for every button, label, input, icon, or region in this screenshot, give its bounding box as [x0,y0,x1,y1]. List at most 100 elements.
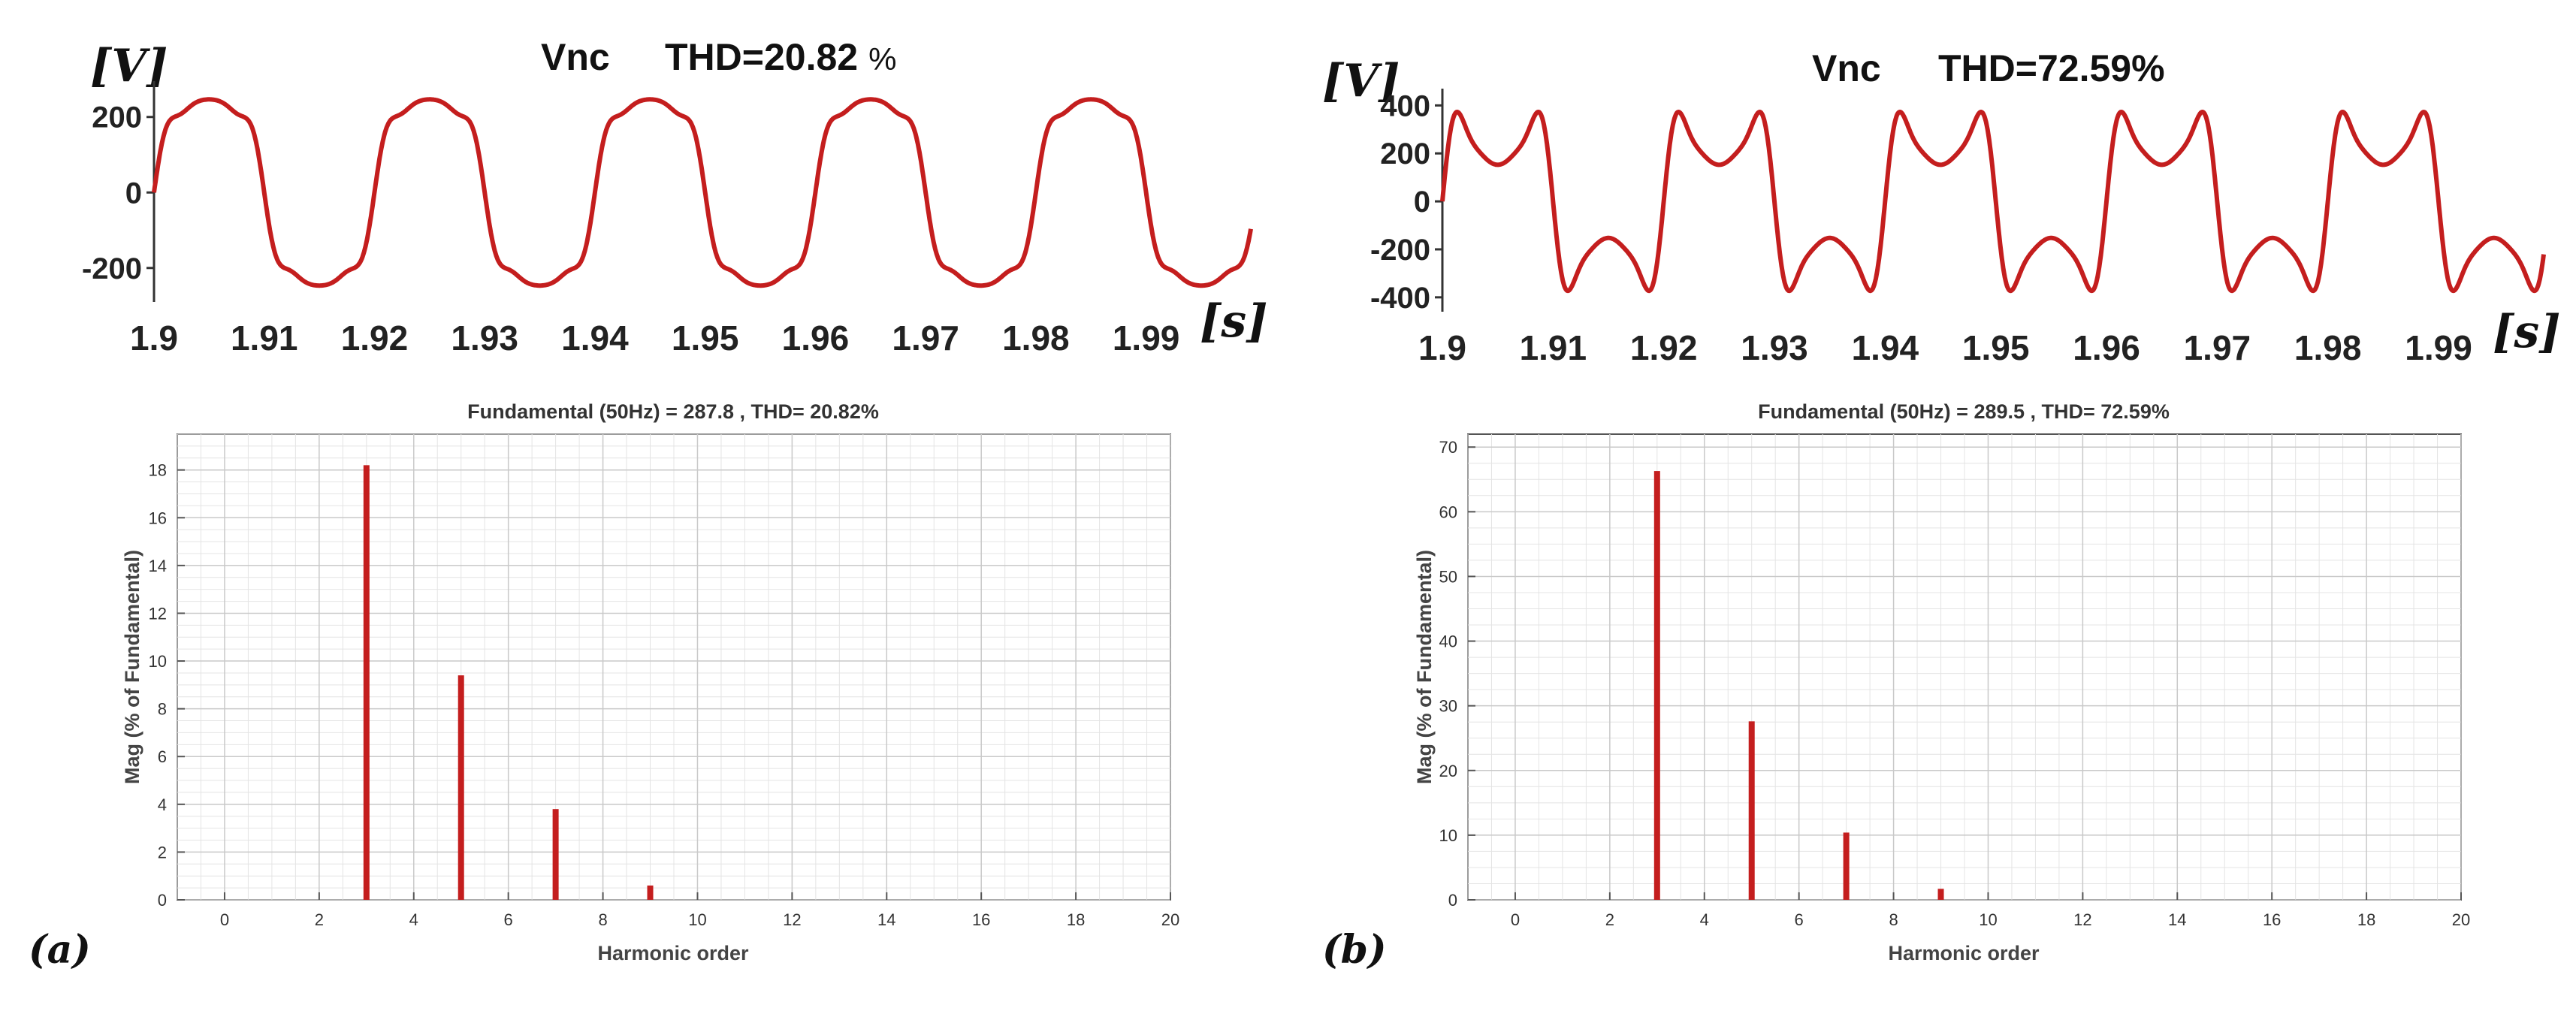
spectrum-xtick-a: 16 [972,910,990,929]
spectrum-ytick-a: 8 [158,700,167,719]
spectrum-xtick-a: 14 [877,910,895,929]
panel-label-a: (a) [29,927,91,973]
waveform-ytick-b: 0 [1414,186,1430,219]
waveform-thd-a: THD=20.82% [665,36,896,78]
waveform-xtick-a: 1.98 [1002,318,1070,358]
waveform-xtick-a: 1.99 [1113,318,1180,358]
spectrum-xtick-a: 20 [1161,910,1179,929]
waveform-xtick-a: 1.91 [231,318,298,358]
waveform-xtick-a: 1.93 [451,318,518,358]
spectrum-title-a: Fundamental (50Hz) = 287.8 , THD= 20.82% [467,400,879,423]
spectrum-ytick-b: 70 [1439,438,1457,457]
spectrum-xtick-b: 6 [1795,910,1804,929]
waveform-xtick-b: 1.91 [1520,328,1587,367]
spectrum-ylabel-b: Mag (% of Fundamental) [1413,550,1436,784]
spectrum-ytick-a: 10 [149,652,167,671]
spectrum-xtick-b: 2 [1605,910,1614,929]
waveform-xtick-b: 1.9 [1418,328,1466,367]
waveform-thd-b: THD=72.59% [1938,47,2165,89]
spectrum-ytick-b: 0 [1448,891,1457,910]
spectrum-ylabel-a: Mag (% of Fundamental) [121,550,143,784]
waveform-title-b: Vnc [1812,47,1881,89]
spectrum-grid-b [1467,434,2462,901]
waveform-xtick-b: 1.93 [1741,328,1808,367]
waveform-xtick-a: 1.9 [130,318,178,358]
waveform-xtick-a: 1.94 [561,318,629,358]
spectrum-ytick-a: 6 [158,747,167,766]
spectrum-xtick-a: 12 [783,910,801,929]
waveform-trace-a [152,97,1253,288]
waveform-xticks-b: 1.9 1.91 1.92 1.93 1.94 1.95 1.96 1.97 1.98 1.99 [1418,328,2472,367]
waveform-xtick-a: 1.92 [341,318,409,358]
spectrum-xtick-b: 0 [1511,910,1520,929]
spectrum-xlabel-b: Harmonic order [1888,942,2040,964]
spectrum-bar-h3-a [363,465,370,900]
spectrum-yticks-b: 0 10 20 30 40 50 60 70 [1439,438,1475,910]
spectrum-ytick-a: 16 [149,509,167,527]
waveform-ytick-b: 400 [1380,89,1430,122]
spectrum-xtick-a: 10 [688,910,706,929]
waveform-xtick-a: 1.96 [782,318,850,358]
spectrum-xticks-a: 0 2 4 6 8 10 12 14 16 18 20 [220,892,1179,929]
spectrum-xlabel-a: Harmonic order [597,942,749,964]
harmonic-spectrum-b: Fundamental (50Hz) = 289.5 , THD= 72.59%… [1413,400,2470,964]
spectrum-xtick-b: 18 [2357,910,2375,929]
spectrum-ytick-a: 2 [158,843,167,862]
spectrum-xtick-b: 14 [2168,910,2186,929]
spectrum-ytick-a: 4 [158,795,167,814]
spectrum-ytick-b: 50 [1439,567,1457,586]
spectrum-bars-b [1653,471,1944,900]
waveform-xtick-b: 1.92 [1630,328,1698,367]
spectrum-bar-h5-a [458,675,464,900]
spectrum-title-b: Fundamental (50Hz) = 289.5 , THD= 72.59% [1758,400,2170,423]
waveform-yticks-a: 200 0 -200 [82,101,154,285]
waveform-ytick-b: -200 [1370,234,1430,267]
spectrum-bar-h5-b [1748,721,1755,900]
waveform-xtick-a: 1.95 [672,318,739,358]
waveform-ytick-a: 0 [125,177,142,210]
waveform-xtick-b: 1.95 [1962,328,2030,367]
waveform-ytick-a: -200 [82,252,142,285]
waveform-xtick-b: 1.94 [1852,328,1919,367]
waveform-ytick-b: 200 [1380,137,1430,171]
waveform-xlabel-a: [s] [1200,295,1268,348]
waveform-xtick-b: 1.97 [2184,328,2251,367]
spectrum-bar-h9-b [1937,889,1944,900]
spectrum-xtick-a: 18 [1067,910,1085,929]
spectrum-xtick-b: 10 [1979,910,1997,929]
waveform-xtick-b: 1.96 [2073,328,2140,367]
spectrum-xtick-b: 8 [1889,910,1898,929]
spectrum-bar-h7-b [1843,832,1850,900]
spectrum-bar-h3-b [1653,471,1660,900]
spectrum-ytick-b: 60 [1439,502,1457,521]
spectrum-ytick-b: 10 [1439,826,1457,845]
spectrum-xtick-b: 12 [2073,910,2091,929]
waveform-xtick-b: 1.98 [2294,328,2362,367]
spectrum-ytick-a: 18 [149,461,167,480]
waveform-xlabel-b: [s] [2493,306,2561,358]
spectrum-ytick-a: 0 [158,891,167,910]
spectrum-xtick-a: 0 [220,910,229,929]
spectrum-xtick-b: 20 [2452,910,2470,929]
spectrum-ytick-b: 30 [1439,697,1457,716]
waveform-ytick-a: 200 [92,101,142,134]
spectrum-ytick-b: 40 [1439,632,1457,651]
waveform-thd-value-a: THD=20.82 [665,36,858,78]
spectrum-bar-h9-a [647,885,654,900]
waveform-ylabel-a: [V] [90,40,168,92]
spectrum-grid-a [177,433,1171,901]
waveform-ytick-b: -400 [1370,282,1430,315]
panel-label-b: (b) [1322,927,1387,973]
spectrum-xtick-a: 8 [598,910,607,929]
spectrum-bar-h7-a [552,809,559,900]
spectrum-bars-a [363,465,654,900]
spectrum-xtick-a: 4 [409,910,418,929]
spectrum-ytick-a: 14 [149,557,167,575]
spectrum-yticks-a: 0 2 4 6 8 10 12 14 16 18 [149,461,185,910]
waveform-xticks-a: 1.9 1.91 1.92 1.93 1.94 1.95 1.96 1.97 1.98 1.99 [130,318,1179,358]
waveform-yticks-b: 400 200 0 -200 -400 [1370,89,1442,315]
waveform-ylabel-b: [V] [1322,55,1400,107]
spectrum-ytick-a: 12 [149,604,167,623]
